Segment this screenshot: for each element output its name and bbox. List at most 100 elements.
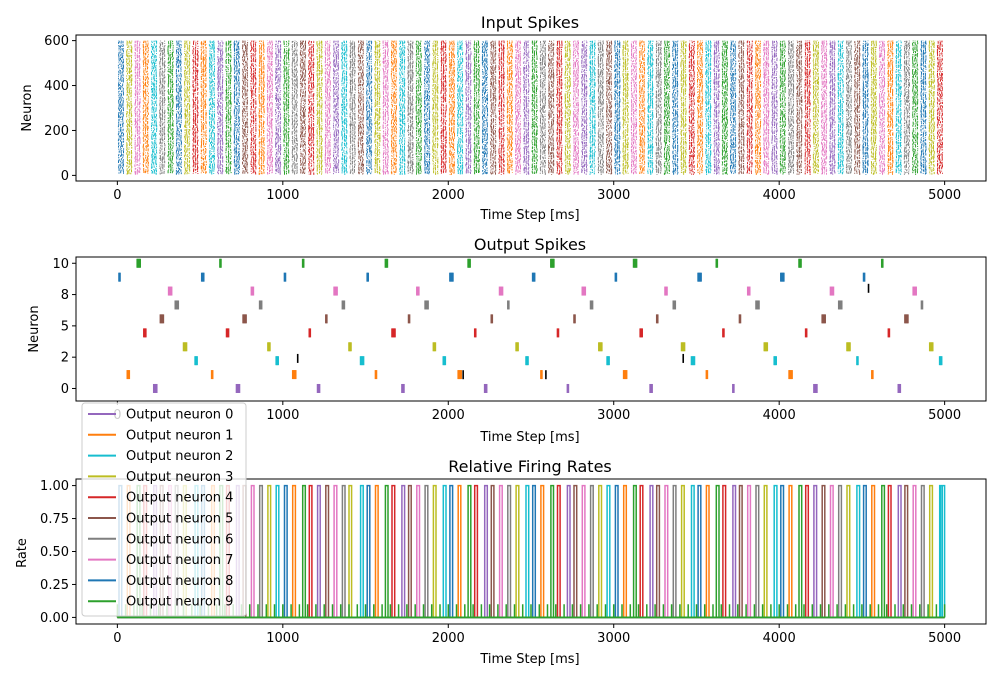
input-spike-column [194,40,197,174]
input-spike-column [254,40,257,175]
input-spike-column [763,40,766,174]
input-spike-column [798,40,801,175]
input-spike-column [498,40,501,174]
y-tick-label: 400 [44,79,69,94]
input-spike-column [750,40,753,174]
input-spike-column [659,40,662,174]
y-tick-label: 8 [61,288,69,303]
input-spike-column [457,40,460,174]
input-spike-column [523,40,526,174]
input-spike-column [874,40,877,174]
input-spike-column [335,40,338,173]
input-spike-column [881,40,884,175]
input-spike-column [219,40,222,174]
x-tick-label: 3000 [597,188,630,203]
input-spike-column [572,40,575,175]
input-spike-column [229,40,232,174]
input-spike-column [781,40,784,175]
input-spike-column [316,41,319,175]
input-spike-column [393,40,395,175]
input-spike-column [539,41,542,174]
x-tick-label: 5000 [928,188,961,203]
input-spike-column [465,40,468,174]
input-spike-column [390,40,393,175]
input-spike-column [370,40,373,175]
firing-rates-xlabel: Time Step [ms] [479,652,579,667]
input-spike-column [726,40,728,175]
input-spike-column [858,40,861,175]
legend-label: Output neuron 2 [126,449,233,464]
input-spike-column [632,40,635,175]
x-tick-label: 5000 [928,631,961,646]
input-spike-column [817,40,819,174]
input-spike-column [757,40,759,174]
input-spike-column [359,40,362,173]
output-spikes-ylabel: Neuron [27,305,42,352]
input-spike-column [262,40,265,174]
input-spike-column [211,41,213,175]
input-spike-column [941,40,944,174]
input-spike-column [548,40,551,174]
input-spike-column [932,40,935,175]
x-tick-label: 3000 [597,408,630,423]
input-spike-column [692,40,695,175]
input-spike-column [120,40,122,174]
legend-label: Output neuron 9 [126,595,233,610]
input-spike-column [649,40,652,175]
input-spike-column [754,40,757,175]
x-tick-label: 0 [113,188,121,203]
input-spike-column [651,40,654,174]
input-spike-column [647,40,650,174]
input-spike-column [180,40,182,175]
input-spike-column [864,40,867,175]
y-tick-label: 600 [44,34,69,49]
input-spike-column [895,41,898,173]
input-spike-column [351,40,354,175]
input-spike-column [575,40,577,173]
y-tick-label: 10 [52,257,69,272]
input-spike-column [153,40,156,174]
input-spikes-panel: Input Spikes 0 1000 2000 3000 4000 5000 0 200 40… [20,13,987,223]
input-spike-column [635,40,637,174]
input-spike-column [796,40,799,175]
input-spike-column [246,40,249,174]
output-spikes-ticks: 010002000300040005000025810 [52,257,961,423]
input-spike-column [378,40,381,175]
input-spike-column [357,40,360,175]
input-spike-column [618,40,621,175]
input-spike-column [928,40,931,175]
input-spike-column [515,40,517,175]
input-spike-column [428,40,431,175]
input-spike-column [266,40,269,175]
input-spike-column [814,40,817,174]
input-spike-column [783,40,786,173]
input-spike-column [707,40,710,174]
input-spike-column [244,40,247,174]
input-spike-column [233,40,236,175]
input-spike-column [328,40,331,173]
input-spike-column [217,40,220,175]
input-spike-column [684,41,687,173]
input-spike-column [920,40,923,174]
legend-label: Output neuron 6 [126,532,233,547]
input-spike-column [914,40,917,175]
legend-label: Output neuron 8 [126,574,233,589]
input-spike-column [903,40,906,175]
input-spike-column [324,41,327,174]
input-spike-column [122,40,125,174]
legend-label: Output neuron 7 [126,553,233,568]
input-spike-column [242,40,244,174]
input-spike-column [151,40,153,174]
legend: Output neuron 0 Output neuron 1 Output neu… [81,402,247,617]
input-spike-column [804,40,807,175]
input-spike-column [723,40,726,175]
input-spike-column [837,40,840,174]
input-spike-column [879,40,881,174]
input-spike-column [432,40,435,174]
input-spike-column [829,40,832,175]
input-spike-column [738,40,741,175]
input-spike-column [544,40,546,175]
input-spike-column [593,40,596,175]
input-spikes-ylabel: Neuron [20,84,35,131]
firing-rates-ylabel: Rate [15,538,30,568]
